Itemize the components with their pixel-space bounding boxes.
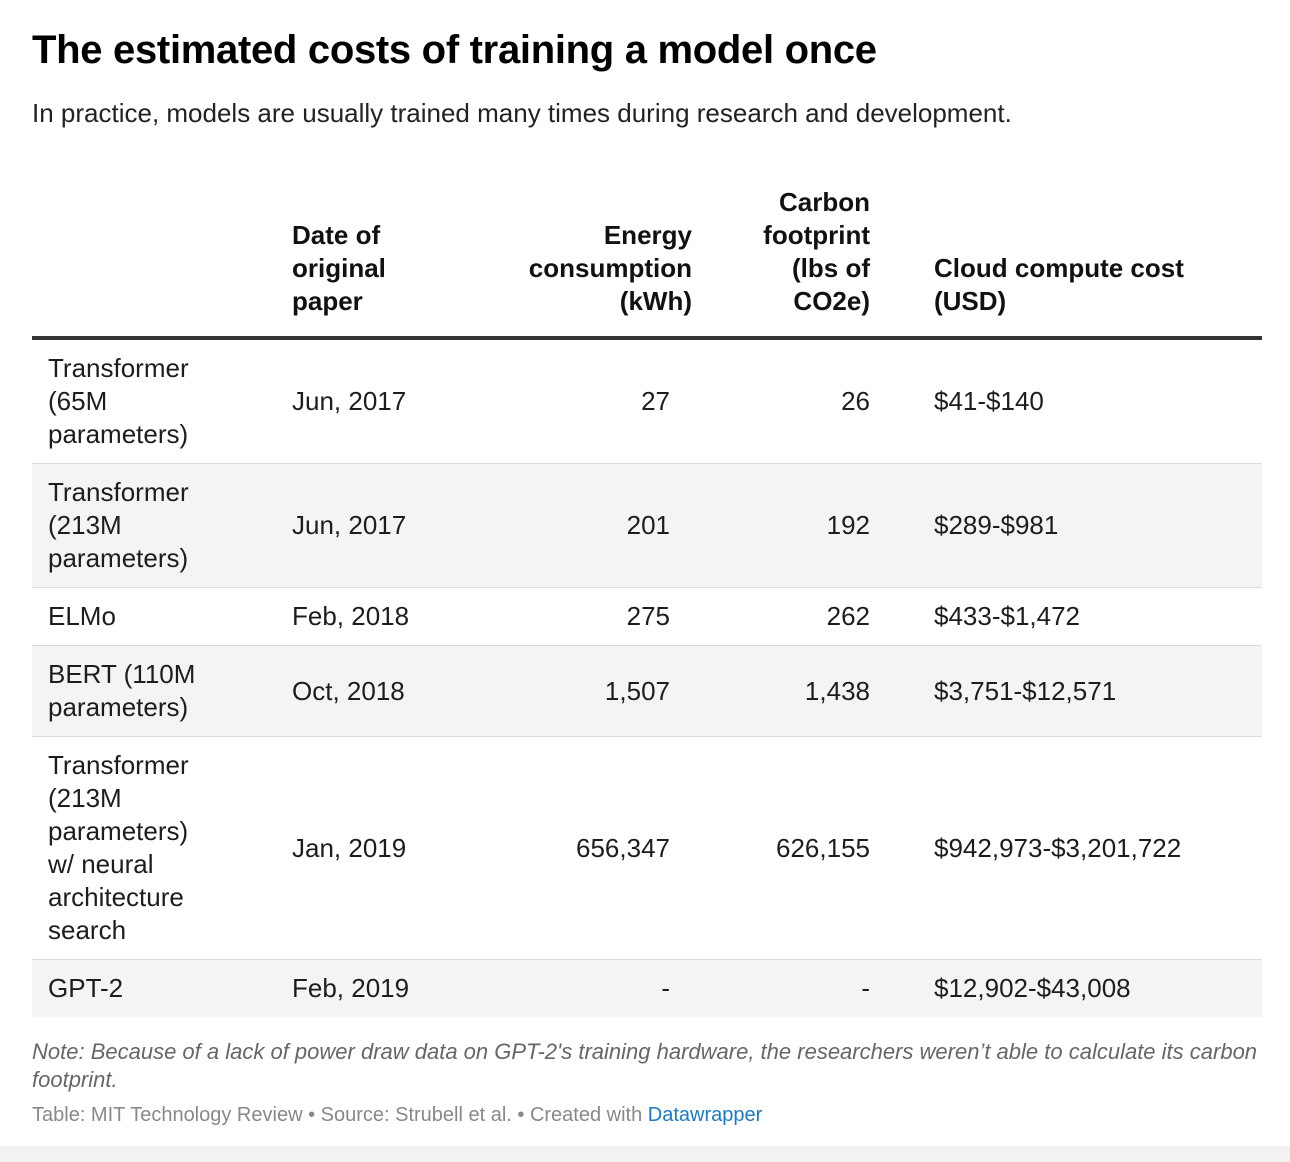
table-row: Transformer (213M parameters) Jun, 2017 20… (32, 463, 1262, 588)
table-note: Note: Because of a lack of power draw da… (32, 1039, 1258, 1092)
table-row: Transformer (65M parameters) Jun, 2017 27 2… (32, 338, 1262, 464)
column-header-energy-label: Energy consumption (kWh) (528, 220, 692, 316)
carbon-cell: 192 (686, 463, 886, 588)
carbon-cell: - (686, 959, 886, 1017)
column-header-model (32, 186, 276, 340)
model-cell: Transformer (65M parameters) (32, 338, 276, 464)
cost-cell: $41-$140 (886, 338, 1262, 464)
cost-cell: $433-$1,472 (886, 587, 1262, 646)
datawrapper-link[interactable]: Datawrapper (647, 1104, 763, 1126)
model-name: Transformer (65M parameters) (48, 353, 189, 449)
column-header-carbon-label: Carbon footprint (lbs of CO2e) (763, 187, 870, 316)
header-row: Date of original paper Energy consumptio… (32, 186, 1262, 340)
model-cell: Transformer (213M parameters) w/ neural … (32, 736, 276, 960)
table-footer: Table: MIT Technology Review • Source: S… (32, 1104, 762, 1127)
model-cell: GPT-2 (32, 959, 276, 1017)
bottom-bar (0, 1146, 1290, 1162)
date-cell: Jun, 2017 (276, 463, 506, 588)
cost-cell: $942,973-$3,201,722 (886, 736, 1262, 960)
energy-cell: 656,347 (506, 736, 686, 960)
table-body: Transformer (65M parameters) Jun, 2017 27 2… (32, 338, 1262, 1017)
chart-subtitle: In practice, models are usually trained … (32, 98, 1012, 128)
date-cell: Feb, 2019 (276, 959, 506, 1017)
column-header-energy: Energy consumption (kWh) (506, 186, 692, 340)
energy-cell: 27 (506, 338, 686, 464)
cost-cell: $12,902-$43,008 (886, 959, 1262, 1017)
model-name: ELMo (48, 601, 116, 631)
cost-cell: $289-$981 (886, 463, 1262, 588)
model-cell: Transformer (213M parameters) (32, 463, 276, 588)
carbon-cell: 262 (686, 587, 886, 646)
column-header-cost: Cloud compute cost (USD) (886, 186, 1262, 340)
column-header-cost-label: Cloud compute cost (USD) (934, 253, 1184, 316)
date-cell: Jan, 2019 (276, 736, 506, 960)
data-table: Date of original paper Energy consumptio… (32, 186, 1262, 1017)
footer-text: Table: MIT Technology Review • Source: S… (32, 1104, 648, 1126)
model-name: Transformer (213M parameters) w/ neural … (48, 750, 189, 945)
column-header-carbon: Carbon footprint (lbs of CO2e) (686, 186, 886, 340)
carbon-cell: 26 (686, 338, 886, 464)
energy-cell: 201 (506, 463, 686, 588)
chart-title: The estimated costs of training a model … (32, 28, 877, 72)
table-row: GPT-2 Feb, 2019- - $12,902-$43,008 (32, 959, 1262, 1017)
model-cell: ELMo (32, 587, 276, 646)
table-row: ELMo Feb, 2018 275 262 $433-$1,472 (32, 587, 1262, 646)
energy-cell: - (506, 959, 686, 1017)
cost-cell: $3,751-$12,571 (886, 645, 1262, 737)
table-row: BERT (110M parameters) Oct, 2018 1,507 1,43… (32, 645, 1262, 737)
energy-cell: 275 (506, 587, 686, 646)
date-cell: Feb, 2018 (276, 587, 506, 646)
carbon-cell: 1,438 (686, 645, 886, 737)
model-name: BERT (110M parameters) (48, 659, 196, 722)
column-header-date-label: Date of original paper (292, 220, 386, 316)
column-header-date: Date of original paper (276, 186, 506, 340)
date-cell: Oct, 2018 (276, 645, 506, 737)
model-cell: BERT (110M parameters) (32, 645, 276, 737)
model-name: Transformer (213M parameters) (48, 477, 189, 573)
carbon-cell: 626,155 (686, 736, 886, 960)
energy-cell: 1,507 (506, 645, 686, 737)
table-row: Transformer (213M parameters) w/ neural … (32, 736, 1262, 960)
date-cell: Jun, 2017 (276, 338, 506, 464)
model-name: GPT-2 (48, 973, 124, 1003)
